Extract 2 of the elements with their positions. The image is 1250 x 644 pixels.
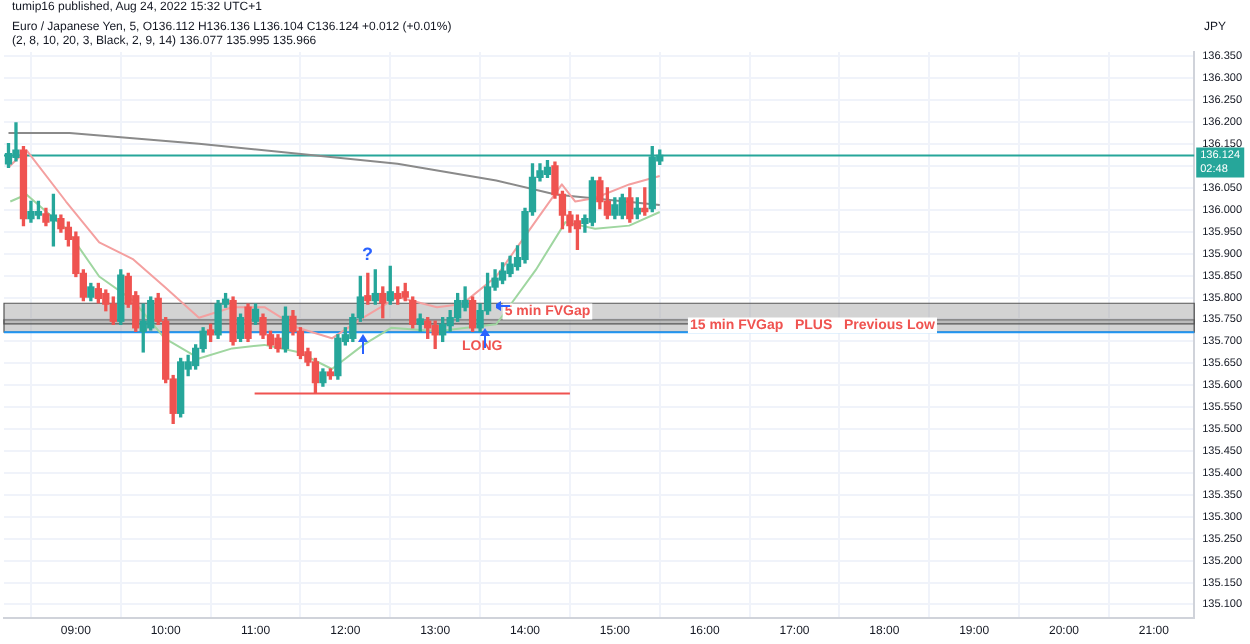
annotation: ?: [362, 244, 373, 264]
candlestick: [12, 122, 20, 162]
